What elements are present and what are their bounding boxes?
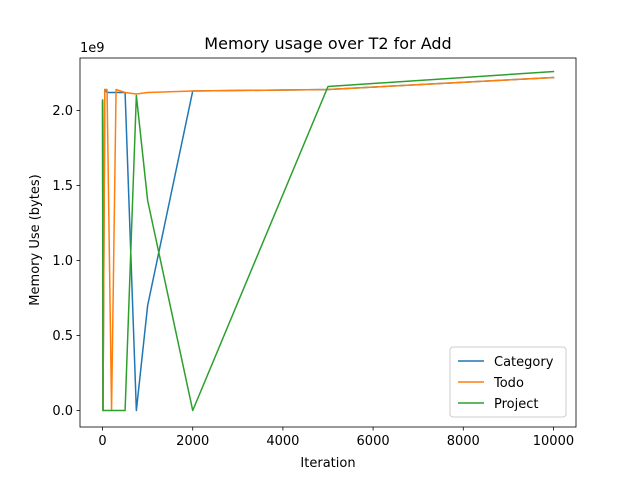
x-tick-label: 10000 xyxy=(533,434,574,449)
x-tick-label: 8000 xyxy=(447,434,480,449)
legend-label-category: Category xyxy=(494,355,554,370)
x-tick-label: 2000 xyxy=(176,434,209,449)
y-tick-label: 0.0 xyxy=(52,404,73,419)
legend-label-todo: Todo xyxy=(493,376,524,391)
y-tick-label: 1.0 xyxy=(52,254,73,269)
series-line-todo xyxy=(101,76,555,412)
legend-label-project: Project xyxy=(494,397,538,412)
y-tick-label: 0.5 xyxy=(52,329,73,344)
axes-frame xyxy=(79,57,577,428)
x-tick-label: 6000 xyxy=(357,434,390,449)
series-line-project xyxy=(101,70,555,412)
x-tick-label: 0 xyxy=(98,434,106,449)
y-tick-label: 2.0 xyxy=(52,104,73,119)
x-axis-label: Iteration xyxy=(300,456,355,471)
plot-area: 0 2000 4000 6000 8000 10000 0.0 0.5 1.0 1.5 2.0 xyxy=(52,57,577,449)
chart-title: Memory usage over T2 for Add xyxy=(204,34,451,53)
y-tick-label: 1.5 xyxy=(52,179,73,194)
x-tick-label: 4000 xyxy=(266,434,299,449)
y-offset-label: 1e9 xyxy=(80,41,105,56)
legend-box xyxy=(449,346,567,418)
y-axis-label: Memory Use (bytes) xyxy=(28,174,43,305)
legend: Category Todo Project xyxy=(449,346,567,418)
